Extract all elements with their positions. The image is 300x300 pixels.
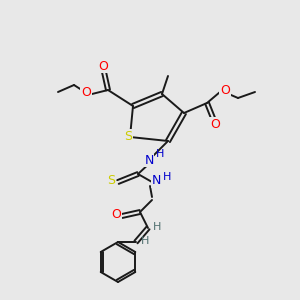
Text: H: H — [156, 149, 164, 159]
Text: O: O — [98, 59, 108, 73]
Text: S: S — [107, 175, 115, 188]
Text: O: O — [220, 83, 230, 97]
Text: O: O — [81, 86, 91, 100]
Text: O: O — [111, 208, 121, 221]
Text: N: N — [144, 154, 154, 166]
Text: N: N — [151, 175, 161, 188]
Text: H: H — [163, 172, 171, 182]
Text: O: O — [210, 118, 220, 130]
Text: S: S — [124, 130, 132, 142]
Text: H: H — [153, 222, 161, 232]
Text: H: H — [141, 236, 149, 246]
